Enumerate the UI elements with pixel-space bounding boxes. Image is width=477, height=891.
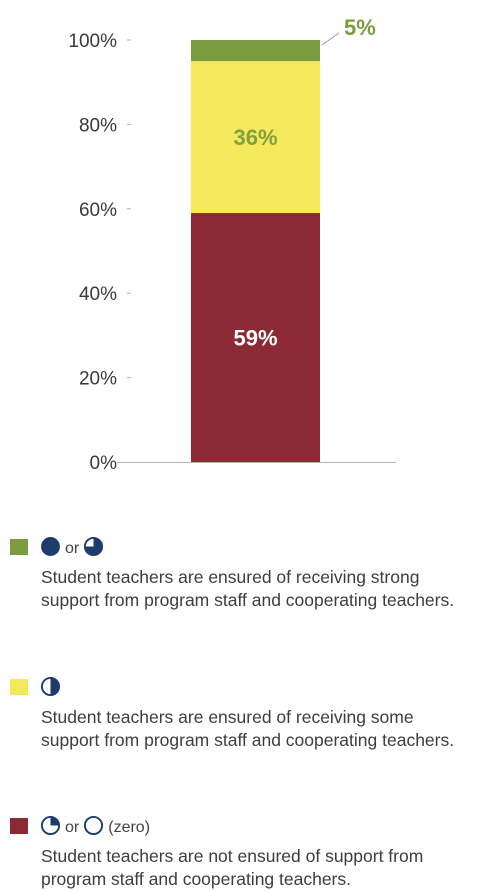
three-quarter-circle-icon <box>84 536 104 556</box>
rating-icons: or (zero) <box>40 813 154 837</box>
legend-description: Student teachers are ensured of receivin… <box>41 567 455 610</box>
rating-icons: or <box>40 534 104 558</box>
legend-swatch <box>10 539 28 555</box>
y-tick-label: 0% <box>90 453 118 474</box>
label-leader-line <box>321 32 340 46</box>
empty-circle-icon <box>84 815 104 835</box>
bar-segment <box>191 40 320 62</box>
data-label: 5% <box>344 15 376 40</box>
quarter-circle-icon <box>40 815 61 835</box>
bar-segment <box>191 61 320 214</box>
data-label: 36% <box>233 125 277 150</box>
legend-swatch <box>10 818 28 834</box>
y-tick-label: 60% <box>79 200 117 221</box>
or-text: or <box>65 819 80 836</box>
or-text: or <box>65 540 80 557</box>
legend-description: Student teachers are ensured of receivin… <box>41 707 455 750</box>
stacked-bar-chart: 0% 20% 40% 60% 80% 100% 59% 36% 5% <box>68 15 396 474</box>
y-tick-label: 20% <box>79 369 117 390</box>
half-circle-icon <box>40 676 61 696</box>
y-tick-label: 80% <box>79 115 117 136</box>
y-tick-label: 100% <box>68 31 117 52</box>
y-tick-label: 40% <box>79 284 117 305</box>
legend-swatch <box>10 679 28 695</box>
bar-segment <box>191 213 320 462</box>
full-circle-icon <box>41 536 60 556</box>
legend-description: Student teachers are not ensured of supp… <box>41 846 424 889</box>
zero-text: (zero) <box>108 819 151 836</box>
rating-icons <box>40 674 61 698</box>
data-label: 59% <box>233 326 277 351</box>
